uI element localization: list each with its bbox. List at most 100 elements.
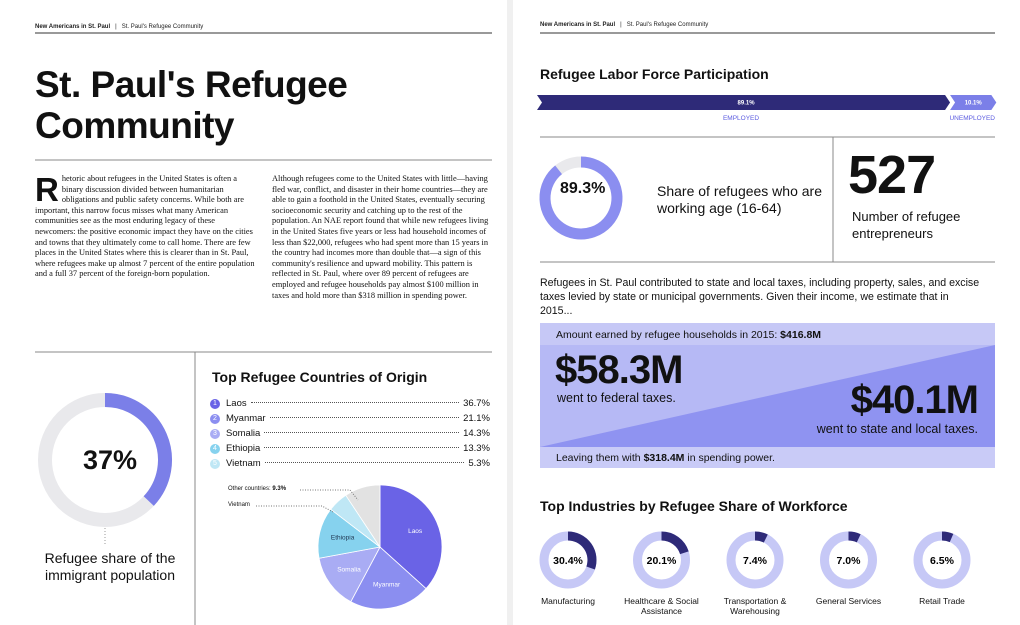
body-paragraph: Although refugees come to the United Sta… xyxy=(272,174,489,300)
federal-text: went to federal taxes. xyxy=(557,391,676,405)
page-header: New Americans in St. Paul | St. Paul's R… xyxy=(35,24,203,30)
pie-label: Somalia xyxy=(337,566,361,573)
header-separator: | xyxy=(115,24,117,30)
tax-diagonal xyxy=(540,345,995,447)
pie-slice xyxy=(318,546,381,603)
rank-badge: 1 xyxy=(210,398,220,409)
pie-slice xyxy=(350,546,427,610)
federal-amount: $58.3M xyxy=(555,348,683,392)
country-name: Somalia xyxy=(226,428,261,439)
entrepreneur-text: Number of refugee entrepreneurs xyxy=(852,209,961,241)
industry-name: Manufacturing xyxy=(541,596,595,606)
share-label: 37% xyxy=(82,445,138,475)
page-header: New Americans in St. Paul | St. Paul's R… xyxy=(540,22,708,28)
pie-label: Ethiopia xyxy=(331,535,355,542)
leader xyxy=(300,489,359,501)
dot-leader xyxy=(264,461,465,463)
rank-badge: 3 xyxy=(210,428,220,439)
working-age-text: Share of refugees who are working age (1… xyxy=(657,183,822,216)
section-title: Top Industries by Refugee Share of Workf… xyxy=(540,498,848,514)
page-title: St. Paul's Refugee Community xyxy=(35,64,348,146)
industry-share: 30.4% xyxy=(553,555,583,567)
country-row: 2 Myanmar 21.1% xyxy=(210,411,490,426)
state-text: went to state and local taxes. xyxy=(816,422,978,436)
labor-share: 10.1% xyxy=(965,101,983,107)
earned-label: Amount earned by refugee households in 2… xyxy=(556,329,778,341)
country-share: 13.3% xyxy=(463,443,490,454)
country-share: 14.3% xyxy=(463,428,490,439)
pie-label: Laos xyxy=(408,528,423,535)
country-name: Vietnam xyxy=(226,458,261,469)
leader xyxy=(256,505,334,513)
donut-arc xyxy=(539,156,623,240)
vietnam-annotation: Vietnam xyxy=(228,502,250,508)
donut-arc xyxy=(941,531,954,543)
state-amount: $40.1M xyxy=(850,378,979,422)
remaining-line: Leaving them with $318.4M in spending po… xyxy=(556,452,775,464)
country-share: 5.3% xyxy=(468,458,490,469)
country-row: 3 Somalia 14.3% xyxy=(210,426,490,441)
country-list: 1 Laos 36.7% 2 Myanmar 21.1% 3 Somalia 14.3% 4 Eth… xyxy=(210,396,490,471)
working-age-label: 89.3% xyxy=(560,180,606,197)
dot-leader xyxy=(250,401,460,403)
body-paragraph: Rhetoric about refugees in the United St… xyxy=(35,171,255,279)
labor-name: EMPLOYED xyxy=(723,115,759,122)
tax-intro: Refugees in St. Paul contributed to stat… xyxy=(540,277,980,317)
country-name: Ethiopia xyxy=(226,443,261,454)
earned-line: Amount earned by refugee households in 2… xyxy=(556,329,821,341)
pie-slice xyxy=(345,484,381,549)
other-annotation: Other countries: 9.3% xyxy=(228,486,286,492)
tax-top-band xyxy=(540,323,995,345)
industry-name: General Services xyxy=(815,596,882,606)
country-share: 36.7% xyxy=(463,398,490,409)
remaining-post: in spending power. xyxy=(687,452,775,464)
country-name: Laos xyxy=(226,398,247,409)
donut-arc xyxy=(661,531,689,555)
country-share: 21.1% xyxy=(463,413,490,424)
entrepreneur-count: 527 xyxy=(848,145,936,205)
industry-share: 20.1% xyxy=(647,555,677,567)
header-section: St. Paul's Refugee Community xyxy=(626,22,709,28)
dot-leader xyxy=(264,446,460,448)
gutter xyxy=(507,0,513,625)
other-share: 9.3% xyxy=(272,486,287,492)
tax-bottom-band xyxy=(540,447,995,468)
section-title: Refugee Labor Force Participation xyxy=(540,66,769,82)
labor-segment xyxy=(950,95,997,110)
labor-segment xyxy=(537,95,951,110)
industry-name: Transportation & Warehousing xyxy=(723,596,787,616)
country-row: 5 Vietnam 5.3% xyxy=(210,456,490,471)
industry-share: 7.0% xyxy=(837,555,862,567)
country-row: 1 Laos 36.7% xyxy=(210,396,490,411)
rank-badge: 2 xyxy=(210,413,220,424)
industry-name: Retail Trade xyxy=(919,596,965,606)
other-name: Other countries: xyxy=(228,486,271,492)
industry-share: 6.5% xyxy=(930,555,955,567)
donut-arc xyxy=(567,531,597,570)
dot-leader xyxy=(269,416,460,418)
donut-arc xyxy=(848,531,861,543)
industry-share: 7.4% xyxy=(743,555,768,567)
header-section: St. Paul's Refugee Community xyxy=(121,24,204,30)
share-caption: Refugee share of the immigrant populatio… xyxy=(44,550,176,583)
header-series: New Americans in St. Paul xyxy=(540,22,616,28)
section-title: Top Refugee Countries of Origin xyxy=(212,369,428,385)
donut-arc xyxy=(754,531,768,543)
labor-share: 89.1% xyxy=(738,101,756,107)
header-series: New Americans in St. Paul xyxy=(35,24,111,30)
industry-name: Healthcare & Social Assistance xyxy=(624,596,699,616)
remaining-pre: Leaving them with xyxy=(556,452,641,464)
pie-slice xyxy=(379,484,443,590)
earned-amount: $416.8M xyxy=(780,329,822,341)
country-row: 4 Ethiopia 13.3% xyxy=(210,441,490,456)
labor-name: UNEMPLOYED xyxy=(949,115,995,122)
country-name: Myanmar xyxy=(226,413,266,424)
dot-leader xyxy=(264,431,460,433)
rank-badge: 4 xyxy=(210,443,220,454)
rank-badge: 5 xyxy=(210,458,220,469)
remaining-amount: $318.4M xyxy=(643,452,685,464)
pie-label: Myanmar xyxy=(373,582,401,589)
header-separator: | xyxy=(620,22,622,28)
